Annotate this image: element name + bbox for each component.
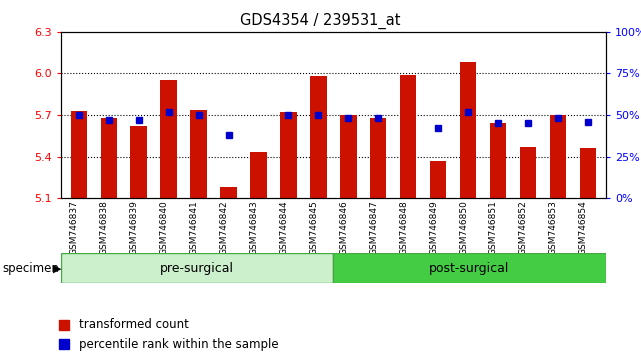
Bar bbox=[549, 115, 566, 198]
Bar bbox=[310, 76, 326, 198]
Text: GSM746848: GSM746848 bbox=[399, 200, 408, 255]
Text: specimen: specimen bbox=[2, 262, 59, 275]
Bar bbox=[71, 111, 87, 198]
Bar bbox=[460, 62, 476, 198]
Bar bbox=[280, 112, 297, 198]
Text: GSM746849: GSM746849 bbox=[429, 200, 438, 255]
Text: percentile rank within the sample: percentile rank within the sample bbox=[79, 338, 278, 350]
Text: GSM746842: GSM746842 bbox=[219, 200, 229, 255]
Text: GSM746846: GSM746846 bbox=[339, 200, 348, 255]
Text: pre-surgical: pre-surgical bbox=[160, 262, 234, 275]
Bar bbox=[400, 75, 417, 198]
Text: GSM746847: GSM746847 bbox=[369, 200, 378, 255]
Text: GSM746837: GSM746837 bbox=[70, 200, 79, 255]
Bar bbox=[579, 148, 596, 198]
Text: GSM746844: GSM746844 bbox=[279, 200, 288, 255]
Text: GSM746854: GSM746854 bbox=[579, 200, 588, 255]
Bar bbox=[370, 118, 387, 198]
Bar bbox=[340, 115, 356, 198]
Text: GSM746850: GSM746850 bbox=[459, 200, 468, 255]
Text: post-surgical: post-surgical bbox=[429, 262, 510, 275]
Bar bbox=[333, 253, 606, 283]
Bar bbox=[131, 126, 147, 198]
Text: GSM746852: GSM746852 bbox=[519, 200, 528, 255]
Text: GSM746853: GSM746853 bbox=[549, 200, 558, 255]
Text: ▶: ▶ bbox=[53, 263, 61, 273]
Bar bbox=[61, 253, 333, 283]
Text: GSM746839: GSM746839 bbox=[129, 200, 138, 255]
Text: GSM746841: GSM746841 bbox=[190, 200, 199, 255]
Text: GSM746840: GSM746840 bbox=[160, 200, 169, 255]
Bar bbox=[250, 153, 267, 198]
Text: GSM746843: GSM746843 bbox=[249, 200, 258, 255]
Bar bbox=[520, 147, 536, 198]
Text: GSM746845: GSM746845 bbox=[310, 200, 319, 255]
Text: transformed count: transformed count bbox=[79, 319, 188, 331]
Bar bbox=[160, 80, 177, 198]
Text: GSM746838: GSM746838 bbox=[100, 200, 109, 255]
Bar bbox=[101, 118, 117, 198]
Text: GSM746851: GSM746851 bbox=[489, 200, 498, 255]
Bar bbox=[430, 161, 446, 198]
Bar bbox=[221, 187, 237, 198]
Bar bbox=[190, 109, 207, 198]
Text: GDS4354 / 239531_at: GDS4354 / 239531_at bbox=[240, 12, 401, 29]
Bar bbox=[490, 124, 506, 198]
